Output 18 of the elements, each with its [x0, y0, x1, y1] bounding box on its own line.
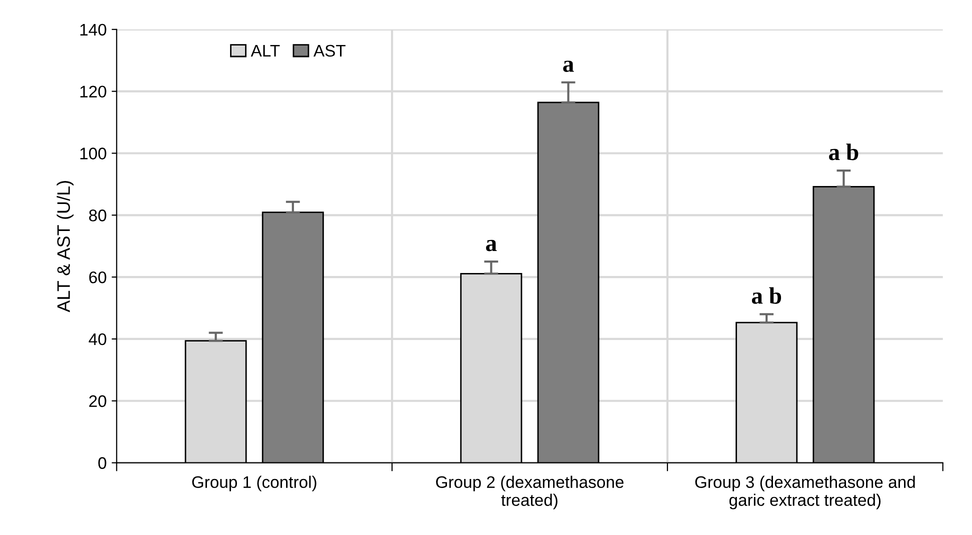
x-tick-label: Group 1 (control)	[192, 476, 316, 492]
data-label: a b	[752, 287, 782, 304]
y-tick-label: 140	[80, 24, 106, 36]
y-tick-label: 20	[89, 395, 106, 408]
x-tick-label: Group 3 (dexamethasone and garic extract treated)	[695, 476, 915, 510]
data-label: a b	[829, 144, 858, 160]
y-tick-label: 120	[80, 86, 106, 98]
legend-label: ALT	[250, 45, 280, 57]
y-tick-label: 60	[89, 271, 106, 284]
data-label: a	[563, 60, 574, 72]
y-tick-label: 100	[80, 148, 106, 160]
y-tick-label: 0	[98, 457, 106, 469]
data-label: a	[486, 240, 497, 252]
y-tick-label: 40	[88, 333, 106, 346]
y-tick-label: 80	[89, 210, 106, 222]
legend-label: AST	[313, 44, 346, 57]
y-axis-title: ALT & AST (U/L)	[56, 180, 74, 312]
x-tick-label: Group 2 (dexamethasone treated)	[436, 476, 624, 510]
